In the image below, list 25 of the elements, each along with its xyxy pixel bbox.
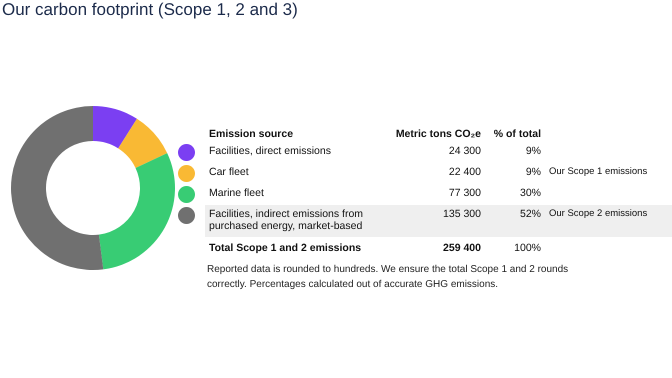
legend-label: Marine fleet bbox=[208, 186, 265, 201]
text: Total Scope 1 and 2 emissions bbox=[208, 241, 362, 256]
data-label: 9% bbox=[524, 144, 542, 159]
chart-title: Our carbon footprint (Scope 1, 2 and 3) bbox=[2, 0, 298, 20]
text: 100% bbox=[513, 241, 542, 256]
shaded-table-row: Facilities, indirect emissions from purchased energy, market-based 135 300 52% Our Scope 2 emissions bbox=[178, 205, 672, 237]
donut-slice bbox=[118, 118, 168, 168]
text: 77 300 bbox=[448, 187, 481, 199]
text: 22 400 bbox=[448, 166, 481, 178]
donut-slice bbox=[98, 153, 175, 270]
text: 24 300 bbox=[448, 145, 481, 157]
text: Reported data is rounded to hundreds. We ensure the total Scope 1 and 2 rounds correctly. Percentages calculated out of accurate GHG emissions. bbox=[207, 263, 570, 292]
donut-slice bbox=[93, 106, 137, 148]
data-label: 52% bbox=[518, 207, 542, 222]
text: Metric tons CO₂e bbox=[394, 127, 482, 142]
data-label: 9% bbox=[524, 165, 542, 180]
donut-slice bbox=[11, 106, 104, 270]
legend-label: Facilities, direct emissions bbox=[208, 144, 332, 159]
text: % of total bbox=[492, 127, 542, 142]
data-label: 30% bbox=[518, 186, 542, 201]
text: Our Scope 1 emissions bbox=[549, 166, 648, 177]
text: 259 400 bbox=[442, 241, 482, 256]
legend-label: Car fleet bbox=[208, 165, 250, 180]
legend-title: Emission source bbox=[208, 127, 294, 142]
legend-label: Facilities, indirect emissions from purchased energy, market-based bbox=[208, 207, 364, 234]
